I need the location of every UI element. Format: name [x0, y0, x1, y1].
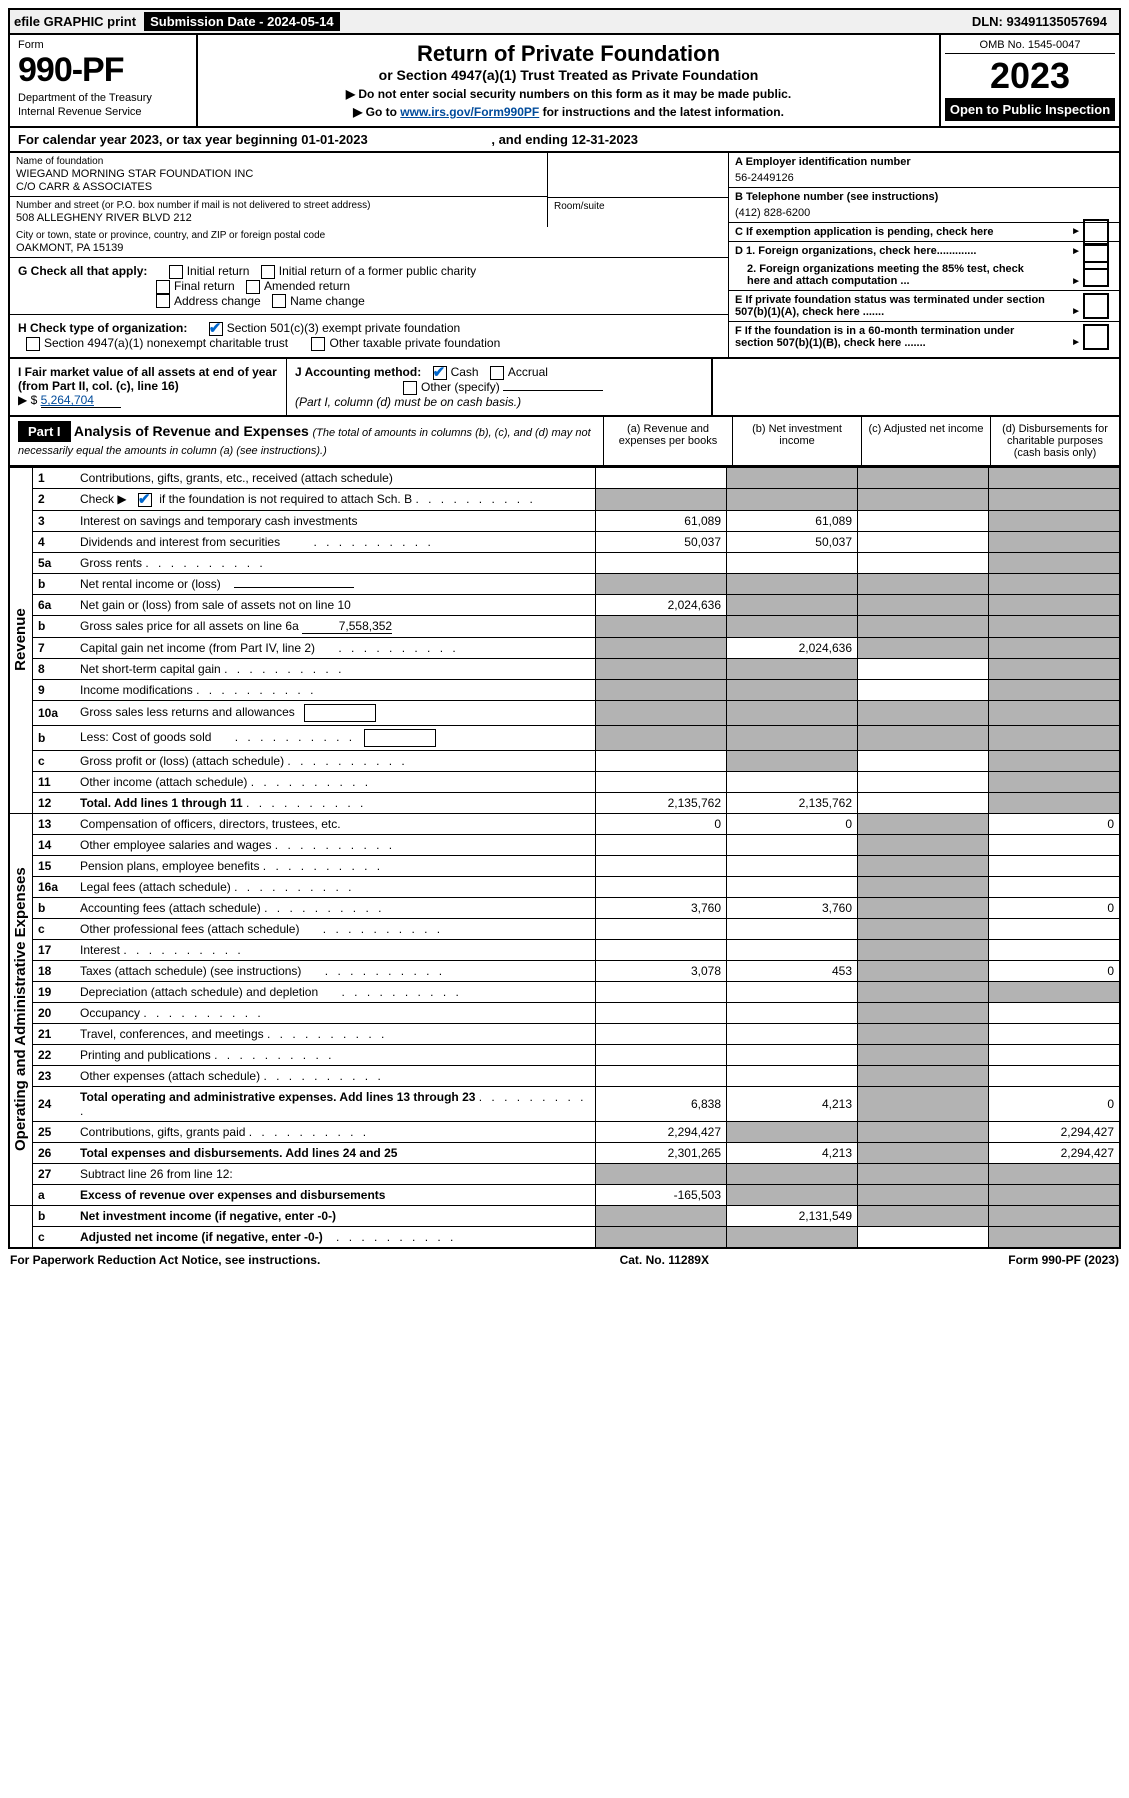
i-fmv-cell: I Fair market value of all assets at end…	[10, 359, 287, 415]
room-suite-label: Room/suite	[548, 198, 728, 215]
col-d-header: (d) Disbursements for charitable purpose…	[991, 417, 1119, 465]
col-a-header: (a) Revenue and expenses per books	[604, 417, 733, 465]
open-public-badge: Open to Public Inspection	[945, 98, 1115, 121]
amended-return-cb[interactable]	[246, 280, 260, 294]
form-header: Form 990-PF Department of the Treasury I…	[8, 35, 1121, 128]
submission-date: Submission Date - 2024-05-14	[144, 12, 340, 31]
e-terminated-cell: E If private foundation status was termi…	[729, 291, 1119, 322]
ein-cell: A Employer identification number 56-2449…	[729, 153, 1119, 188]
header-right: OMB No. 1545-0047 2023 Open to Public In…	[939, 35, 1119, 126]
f-cb[interactable]	[1083, 324, 1109, 350]
top-bar: efile GRAPHIC print Submission Date - 20…	[8, 8, 1121, 35]
city-cell: City or town, state or province, country…	[10, 227, 728, 258]
part1-badge: Part I	[18, 421, 71, 442]
calendar-year-row: For calendar year 2023, or tax year begi…	[8, 128, 1121, 153]
d-foreign-cell: D 1. Foreign organizations, check here..…	[729, 242, 1119, 291]
c-exemption-cell: C If exemption application is pending, c…	[729, 223, 1119, 242]
part1-table: Revenue 1Contributions, gifts, grants, e…	[8, 467, 1121, 1249]
d2-cb[interactable]	[1083, 261, 1109, 287]
schb-cb[interactable]	[138, 493, 152, 507]
room-suite-cell	[548, 153, 728, 198]
form-number: 990-PF	[18, 51, 188, 90]
501c3-cb[interactable]	[209, 322, 223, 336]
form990pf-link[interactable]: www.irs.gov/Form990PF	[400, 105, 539, 119]
col-b-header: (b) Net investment income	[733, 417, 862, 465]
header-center: Return of Private Foundation or Section …	[198, 35, 939, 126]
header-left: Form 990-PF Department of the Treasury I…	[10, 35, 198, 126]
col-c-header: (c) Adjusted net income	[862, 417, 991, 465]
footer-right: Form 990-PF (2023)	[1008, 1253, 1119, 1267]
footer-center: Cat. No. 11289X	[620, 1253, 709, 1267]
footer: For Paperwork Reduction Act Notice, see …	[8, 1249, 1121, 1267]
form-title: Return of Private Foundation	[208, 41, 929, 67]
irs-label: Internal Revenue Service	[18, 106, 188, 118]
dept-treasury: Department of the Treasury	[18, 92, 188, 104]
f-cell-dup	[712, 359, 1119, 415]
footer-left: For Paperwork Reduction Act Notice, see …	[10, 1253, 320, 1267]
tax-year: 2023	[945, 58, 1115, 94]
fmv-link[interactable]: 5,264,704	[41, 393, 121, 408]
other-method-cb[interactable]	[403, 381, 417, 395]
instruction-2: ▶ Go to www.irs.gov/Form990PF for instru…	[208, 105, 929, 119]
entity-info-section: Name of foundation WIEGAND MORNING STAR …	[8, 153, 1121, 359]
initial-return-cb[interactable]	[169, 265, 183, 279]
name-change-cb[interactable]	[272, 294, 286, 308]
omb-number: OMB No. 1545-0047	[945, 39, 1115, 54]
part1-header-row: Part I Analysis of Revenue and Expenses …	[8, 417, 1121, 467]
phone-cell: B Telephone number (see instructions) (4…	[729, 188, 1119, 223]
cash-cb[interactable]	[433, 366, 447, 380]
expenses-side-label: Operating and Administrative Expenses	[9, 813, 33, 1205]
dln: DLN: 93491135057694	[972, 14, 1107, 29]
f-60month-cell: F If the foundation is in a 60-month ter…	[729, 322, 1119, 352]
initial-return-former-cb[interactable]	[261, 265, 275, 279]
i-j-row: I Fair market value of all assets at end…	[8, 359, 1121, 417]
form-subtitle: or Section 4947(a)(1) Trust Treated as P…	[208, 67, 929, 83]
revenue-side-label: Revenue	[9, 467, 33, 813]
accrual-cb[interactable]	[490, 366, 504, 380]
j-accounting-cell: J Accounting method: Cash Accrual Other …	[287, 359, 712, 415]
h-check-row: H Check type of organization: Section 50…	[10, 315, 728, 357]
address-change-cb[interactable]	[156, 294, 170, 308]
final-return-cb[interactable]	[156, 280, 170, 294]
e-cb[interactable]	[1083, 293, 1109, 319]
foundation-name-cell: Name of foundation WIEGAND MORNING STAR …	[10, 153, 547, 197]
form-label: Form	[18, 39, 188, 51]
efile-print-label[interactable]: efile GRAPHIC print	[14, 14, 136, 29]
4947a1-cb[interactable]	[26, 337, 40, 351]
other-taxable-cb[interactable]	[311, 337, 325, 351]
g-check-row: G Check all that apply: Initial return I…	[10, 258, 728, 315]
instruction-1: ▶ Do not enter social security numbers o…	[208, 87, 929, 101]
address-cell: Number and street (or P.O. box number if…	[10, 197, 547, 227]
